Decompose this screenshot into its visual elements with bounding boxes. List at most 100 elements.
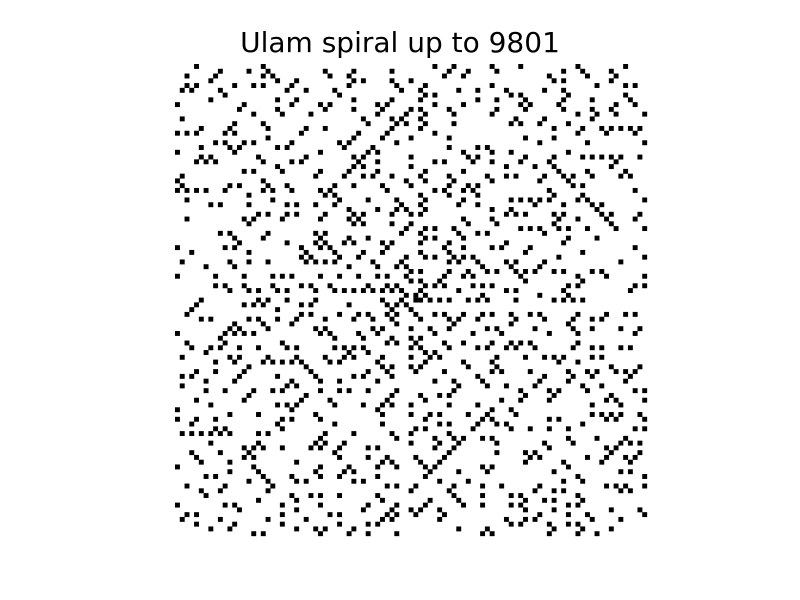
prime-cell [627,459,633,465]
prime-cell [642,140,648,146]
prime-cell [589,202,595,208]
prime-cell [284,345,290,351]
prime-cell [380,364,385,370]
prime-cell [475,316,481,322]
prime-cell [236,326,242,332]
prime-cell [189,307,195,313]
prime-cell [232,502,238,508]
prime-cell [294,459,300,465]
prime-cell [332,450,338,456]
prime-cell [480,264,486,270]
prime-cell [198,297,204,303]
prime-cell [360,164,366,170]
prime-cell [518,121,524,127]
prime-cell [279,426,285,432]
prime-cell [232,321,238,327]
prime-cell [518,92,524,98]
prime-cell [565,369,571,375]
prime-cell [518,388,524,394]
prime-cell [551,135,557,141]
prime-cell [422,207,428,212]
prime-cell [351,526,357,532]
prime-cell [627,173,633,179]
prime-cell [375,111,381,117]
prime-cell [222,187,228,193]
prime-cell [370,173,376,179]
prime-cell [627,373,633,379]
prime-cell [537,512,543,518]
prime-cell [513,211,519,217]
prime-cell [461,197,466,203]
prime-cell [489,83,495,88]
prime-cell [489,283,495,289]
prime-cell [441,187,447,193]
prime-cell [465,297,471,303]
prime-cell [461,245,466,251]
prime-cell [523,278,528,284]
prime-cell [542,87,548,93]
prime-cell [637,326,643,332]
prime-cell [422,168,428,174]
prime-cell [561,459,567,465]
prime-cell [265,183,271,189]
prime-cell [580,478,586,484]
prime-cell [565,226,571,232]
prime-cell [484,526,490,532]
prime-cell [408,78,414,84]
prime-cell [561,240,567,246]
prime-cell [489,407,495,413]
prime-cell [565,378,571,384]
prime-cell [270,73,276,79]
prime-cell [422,197,428,203]
prime-cell [580,183,586,189]
prime-cell [322,230,328,236]
prime-cell [546,330,552,336]
prime-cell [327,73,333,79]
prime-cell [384,483,390,489]
prime-cell [394,264,400,270]
prime-cell [265,326,271,332]
prime-cell [565,321,571,327]
prime-cell [465,478,471,484]
prime-cell [251,216,257,222]
prime-cell [637,507,643,513]
prime-cell [360,249,366,255]
prime-cell [465,412,471,417]
prime-cell [389,173,395,179]
prime-cell [589,354,595,360]
prime-cell [375,521,381,527]
prime-cell [346,216,352,222]
prime-cell [313,469,319,475]
prime-cell [441,283,447,289]
prime-cell [241,283,247,289]
prime-cell [389,221,395,227]
prime-cell [365,454,371,460]
prime-cell [256,345,261,351]
prime-cell [418,230,424,236]
prime-cell [265,68,271,74]
prime-cell [246,192,252,198]
prime-cell [360,373,366,379]
prime-cell [475,202,481,208]
prime-cell [484,173,490,179]
prime-cell [289,83,295,88]
prime-cell [222,130,228,136]
prime-cell [585,197,590,203]
prime-cell [380,354,385,360]
prime-cell [408,488,414,494]
prime-cell [351,211,357,217]
prime-cell [418,249,424,255]
prime-cell [604,454,610,460]
prime-cell [256,497,261,503]
prime-cell [503,421,509,427]
prime-cell [437,421,443,427]
prime-cell [608,164,614,170]
prime-cell [289,359,295,365]
prime-cell [618,345,624,351]
prime-cell [318,502,323,508]
prime-cell [251,302,257,308]
prime-cell [194,64,199,69]
prime-cell [298,302,304,308]
prime-cell [341,440,347,446]
prime-cell [418,211,424,217]
